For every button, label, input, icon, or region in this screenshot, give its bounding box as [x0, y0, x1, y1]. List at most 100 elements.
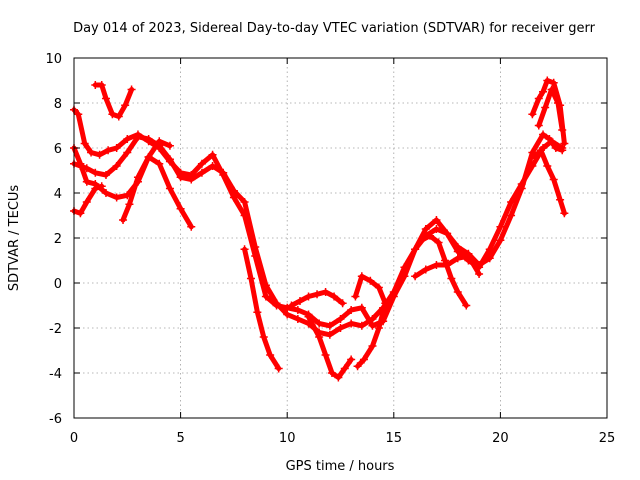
data-point: [261, 292, 270, 301]
data-point: [274, 364, 283, 373]
data-point: [304, 312, 313, 321]
series-track-4: [71, 183, 105, 216]
data-point: [547, 137, 556, 146]
grid-lines: [74, 58, 607, 418]
data-point: [101, 94, 110, 103]
data-point: [507, 211, 516, 220]
data-point: [315, 319, 324, 328]
data-point: [272, 299, 281, 308]
y-tick-label: 6: [54, 142, 62, 157]
data-point: [325, 330, 334, 339]
data-point: [421, 265, 430, 274]
data-point: [304, 292, 313, 301]
data-point: [76, 159, 85, 168]
x-tick-label: 10: [279, 431, 296, 446]
data-point: [432, 216, 441, 224]
data-point: [121, 101, 130, 110]
data-point: [112, 144, 121, 152]
data-point: [528, 110, 537, 119]
y-tick-label: 0: [54, 277, 62, 292]
data-point: [287, 301, 296, 310]
x-axis-label: GPS time / hours: [286, 459, 395, 474]
x-tick-label: 25: [599, 431, 616, 446]
data-point: [347, 319, 356, 328]
data-point: [293, 306, 302, 314]
data-point: [517, 180, 526, 188]
data-point: [108, 110, 117, 119]
data-point: [123, 148, 132, 157]
data-point: [528, 162, 537, 170]
data-point: [539, 130, 548, 139]
data-point: [176, 204, 185, 213]
data-point: [334, 373, 343, 382]
data-point: [374, 283, 383, 292]
data-point: [259, 333, 268, 341]
data-point: [543, 76, 552, 85]
data-point: [536, 146, 545, 155]
data-point: [82, 198, 91, 206]
data-point: [114, 112, 123, 121]
data-point: [381, 299, 390, 308]
data-point: [549, 175, 558, 184]
data-point: [104, 146, 113, 155]
data-point: [97, 81, 106, 89]
data-point: [74, 110, 83, 119]
data-point: [432, 261, 441, 269]
data-point: [453, 254, 462, 263]
data-point: [336, 324, 345, 332]
data-point: [534, 121, 543, 130]
data-point: [208, 162, 217, 170]
data-point: [123, 135, 132, 143]
data-point: [496, 236, 505, 245]
data-point: [447, 274, 456, 283]
data-point: [462, 301, 471, 310]
data-point: [125, 200, 134, 209]
data-point: [347, 306, 356, 314]
data-point: [91, 184, 100, 193]
data-point: [325, 321, 334, 330]
data-point: [144, 153, 153, 161]
data-point: [253, 308, 262, 317]
data-point: [366, 276, 375, 285]
data-point: [485, 245, 494, 254]
data-point: [187, 222, 196, 231]
data-point: [229, 186, 238, 195]
data-point: [417, 236, 426, 245]
data-point: [389, 288, 398, 296]
data-point: [327, 369, 336, 377]
data-point: [359, 355, 368, 364]
data-point: [534, 94, 543, 103]
data-point: [374, 324, 383, 332]
data-point: [357, 321, 366, 330]
series-track-7: [242, 246, 282, 371]
y-tick-label: 2: [54, 232, 62, 247]
data-point: [453, 247, 462, 256]
data-point: [338, 299, 347, 308]
data-point: [229, 193, 238, 202]
data-point: [556, 195, 565, 204]
chart-title: Day 014 of 2023, Sidereal Day-to-day VTE…: [73, 21, 595, 36]
series-track-5: [92, 82, 135, 119]
data-point: [95, 150, 104, 159]
data-point: [539, 87, 548, 96]
y-tick-label: 8: [54, 97, 62, 112]
data-series: [70, 76, 569, 382]
data-point: [197, 168, 206, 177]
axis-ticks: 0 5 10 15 20 25 -6 -4 -2 0 2 4 6 8 10: [45, 52, 615, 446]
data-point: [87, 148, 96, 157]
data-point: [330, 292, 339, 301]
data-point: [560, 209, 569, 218]
data-point: [112, 162, 121, 170]
data-point: [434, 238, 443, 247]
data-point: [443, 229, 452, 238]
data-point: [475, 270, 484, 278]
data-point: [101, 171, 110, 179]
data-point: [336, 315, 345, 323]
y-tick-label: -2: [49, 322, 62, 337]
x-tick-label: 0: [70, 431, 78, 446]
data-point: [530, 153, 539, 161]
data-point: [187, 175, 196, 184]
data-point: [547, 85, 556, 94]
data-point: [553, 99, 562, 107]
